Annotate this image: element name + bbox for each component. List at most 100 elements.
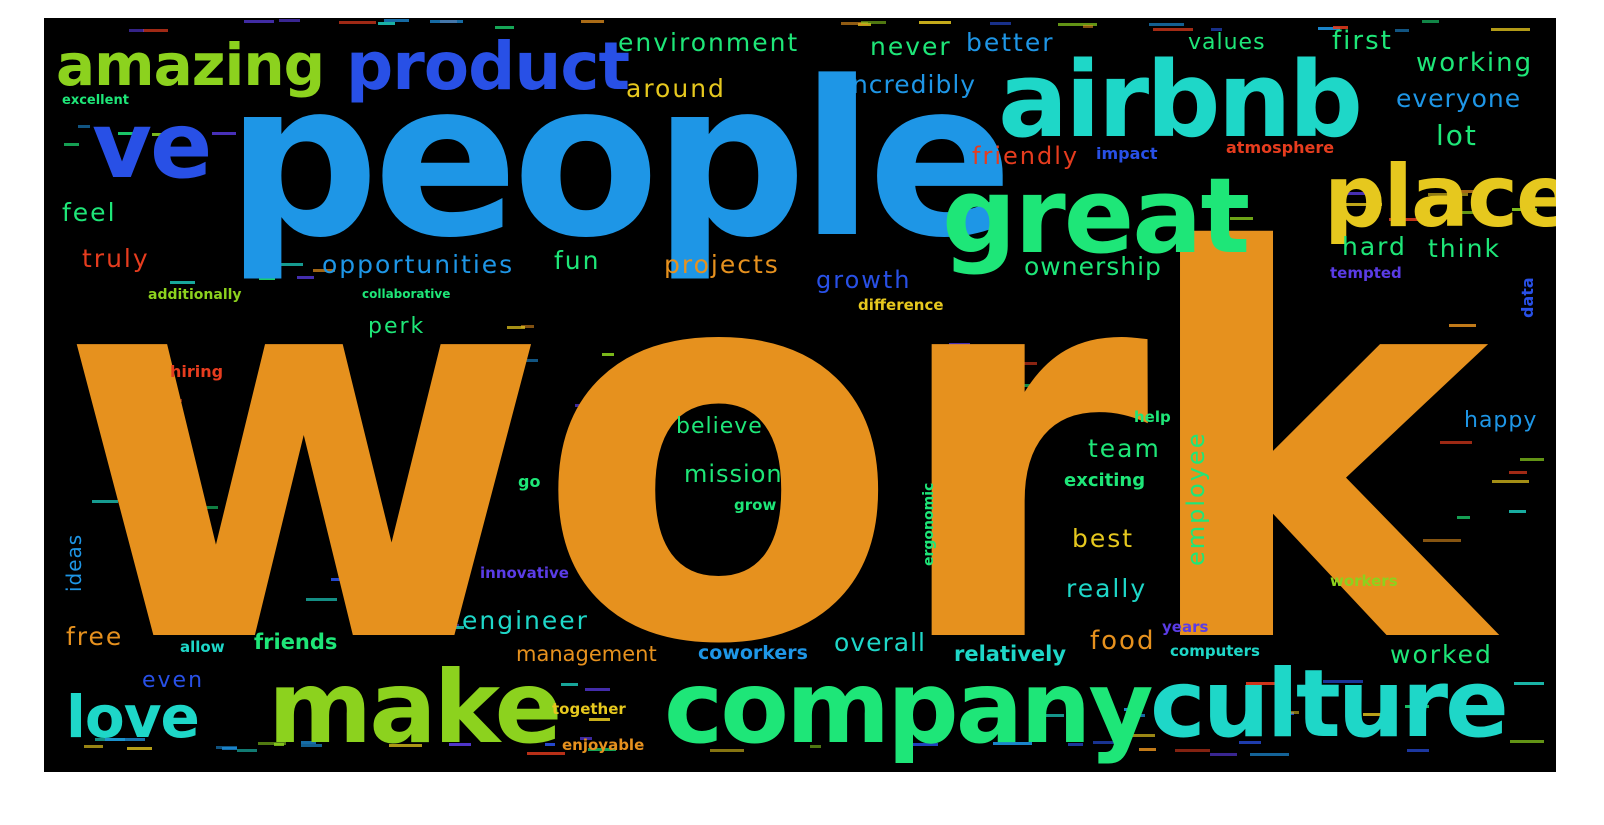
small-word — [1318, 27, 1340, 30]
small-word — [449, 743, 471, 746]
small-word — [84, 745, 103, 748]
word-think: think — [1428, 234, 1501, 263]
small-word — [949, 343, 970, 346]
small-word — [919, 21, 951, 24]
small-word — [1129, 714, 1145, 717]
small-word — [599, 400, 613, 403]
small-word — [129, 29, 144, 32]
small-word — [1509, 510, 1526, 513]
word-opportunities: opportunities — [322, 250, 515, 279]
small-word — [190, 506, 218, 509]
small-word — [861, 21, 886, 24]
word-years: years — [1162, 618, 1209, 636]
word-employee: employee — [1182, 431, 1210, 566]
small-word — [222, 747, 237, 750]
word-management: management — [516, 642, 657, 666]
small-word — [1449, 190, 1485, 193]
small-word — [1210, 753, 1237, 756]
word-values: values — [1188, 30, 1266, 55]
small-word — [1428, 193, 1468, 196]
word-friendly: friendly — [972, 142, 1080, 170]
small-word — [810, 745, 821, 748]
small-word — [127, 747, 152, 750]
word-grow: grow — [734, 496, 777, 514]
small-word — [258, 742, 286, 745]
word-airbnb: airbnb — [998, 39, 1363, 161]
small-word — [585, 688, 610, 691]
small-word — [1491, 28, 1530, 31]
small-word — [384, 19, 409, 22]
word-computers: computers — [1170, 642, 1260, 660]
word-ergonomic: ergonomic — [921, 482, 937, 566]
small-word — [259, 277, 275, 280]
small-word — [1459, 211, 1481, 214]
small-word — [1400, 571, 1421, 574]
small-word — [274, 743, 284, 746]
small-word — [1423, 539, 1461, 542]
small-word — [279, 738, 292, 741]
word-free: free — [66, 622, 124, 651]
word-engineer: engineer — [462, 606, 589, 635]
small-word — [581, 20, 604, 23]
small-word — [1243, 500, 1257, 503]
small-word — [904, 743, 938, 746]
word-additionally: additionally — [148, 287, 242, 303]
small-word — [1068, 743, 1083, 746]
word-working: working — [1416, 48, 1534, 78]
small-word — [152, 133, 180, 136]
word-around: around — [626, 74, 726, 103]
small-word — [1149, 23, 1184, 26]
small-word — [1510, 740, 1544, 743]
word-work: work — [58, 142, 1489, 761]
small-word — [588, 748, 616, 751]
word-never: never — [870, 32, 952, 61]
small-word — [1246, 682, 1285, 685]
small-word — [64, 143, 79, 146]
small-word — [1492, 480, 1529, 483]
small-word — [1175, 749, 1210, 752]
word-ideas: ideas — [62, 533, 86, 592]
small-word — [1400, 360, 1437, 363]
word-coworkers: coworkers — [698, 642, 808, 664]
word-love: love — [66, 683, 200, 751]
small-word — [118, 132, 147, 135]
word-environment: environment — [618, 28, 800, 57]
small-word — [430, 20, 463, 23]
small-word — [1058, 23, 1097, 26]
small-word — [237, 749, 257, 752]
small-word — [301, 744, 322, 747]
word-feel: feel — [62, 198, 117, 227]
small-word — [1006, 384, 1044, 387]
small-word — [133, 493, 146, 496]
word-overall: overall — [834, 628, 926, 657]
small-word — [1389, 218, 1426, 221]
word-atmosphere: atmosphere — [1226, 138, 1335, 157]
small-word — [424, 624, 459, 627]
small-word — [170, 281, 195, 284]
small-word — [297, 276, 314, 279]
small-word — [1520, 458, 1544, 461]
small-word — [1013, 415, 1044, 418]
small-word — [92, 500, 118, 503]
small-word — [1363, 713, 1395, 716]
small-word — [1235, 543, 1247, 546]
small-word — [507, 326, 525, 329]
small-word — [157, 399, 182, 402]
small-word — [1440, 441, 1472, 444]
small-word — [1355, 398, 1368, 401]
word-innovative: innovative — [480, 564, 569, 582]
small-word — [339, 21, 376, 24]
word-better: better — [966, 28, 1055, 57]
word-projects: projects — [664, 250, 780, 279]
small-word — [1124, 708, 1142, 711]
small-word — [1347, 192, 1373, 195]
word-perk: perk — [368, 314, 426, 339]
small-word — [1457, 516, 1470, 519]
small-word — [990, 22, 1011, 25]
small-word — [1239, 741, 1261, 744]
word-allow: allow — [180, 638, 225, 656]
small-word — [160, 135, 173, 138]
word-tempted: tempted — [1330, 264, 1402, 282]
word-make: make — [268, 649, 562, 766]
small-word — [1118, 734, 1155, 737]
